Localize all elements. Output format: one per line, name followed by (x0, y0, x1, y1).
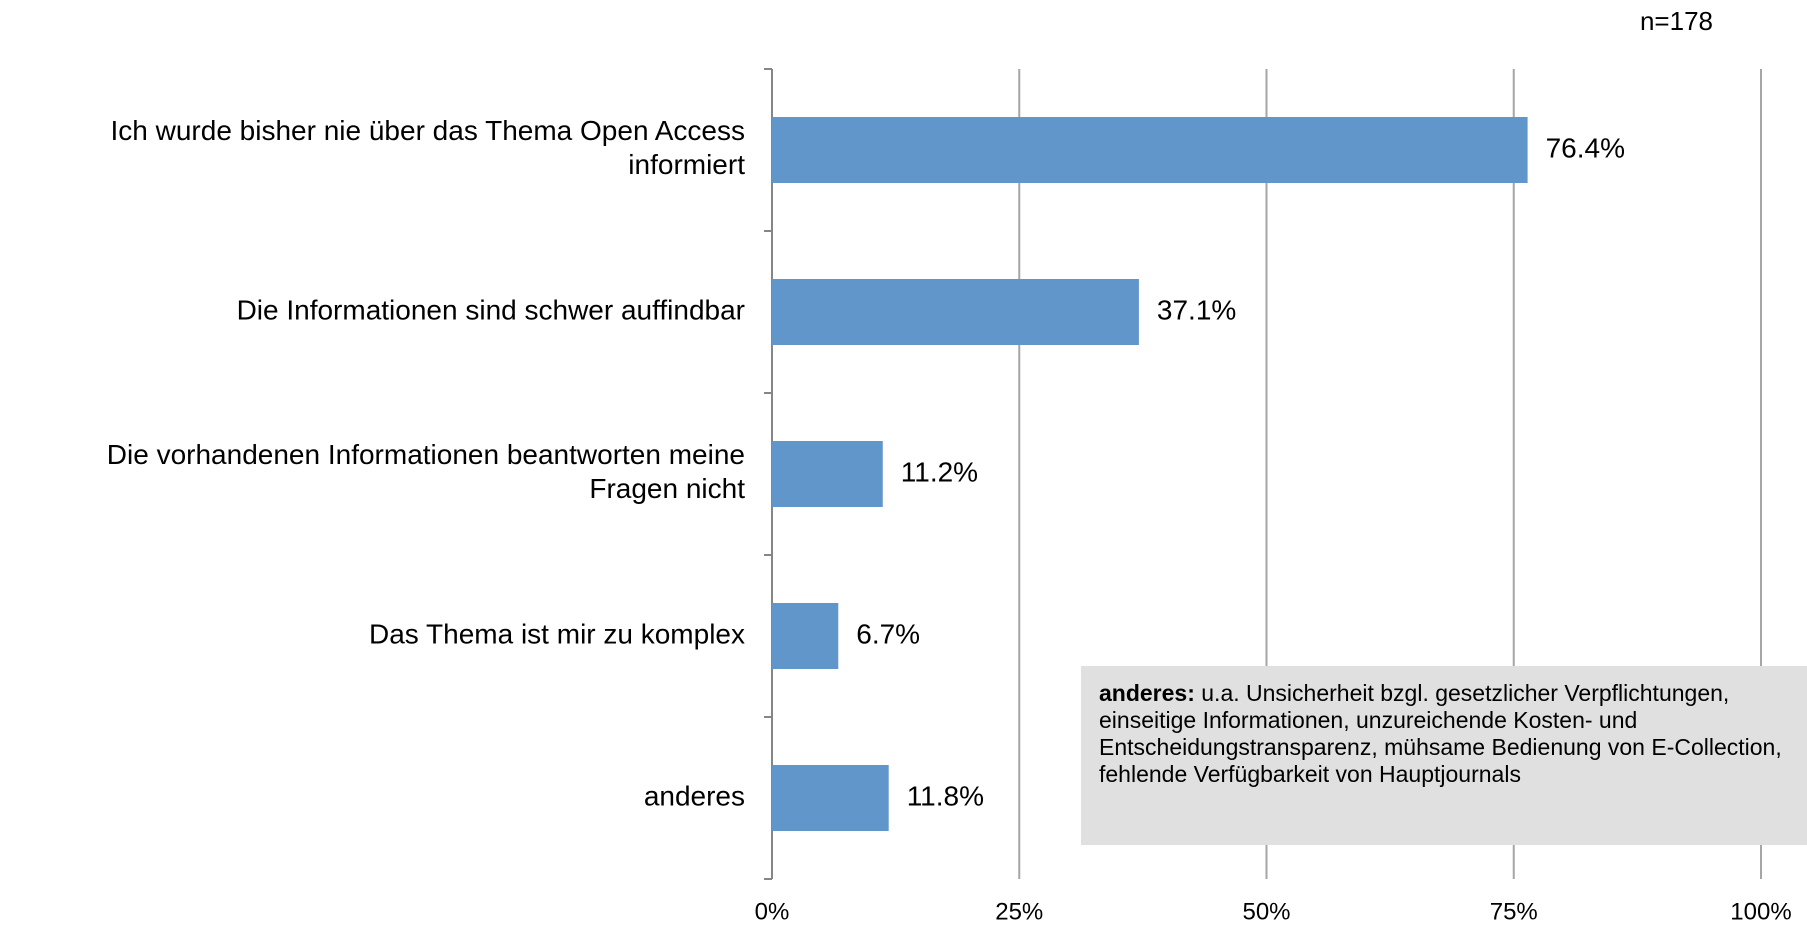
value-label: 76.4% (1546, 132, 1625, 163)
category-label: Die vorhandenen Informationen beantworte… (107, 439, 745, 504)
bar (772, 441, 883, 507)
value-label: 11.2% (901, 456, 978, 487)
value-label: 11.8% (907, 780, 984, 811)
bar (772, 117, 1528, 183)
category-label: Die Informationen sind schwer auffindbar (237, 294, 745, 325)
x-tick-label: 100% (1730, 898, 1791, 925)
bar (772, 765, 889, 831)
category-label: Das Thema ist mir zu komplex (369, 618, 745, 649)
value-label: 6.7% (856, 618, 920, 649)
x-tick-label: 0% (755, 898, 790, 925)
x-tick-label: 50% (1242, 898, 1290, 925)
annotation-text: u.a. Unsicherheit bzgl. gesetzlicher Ver… (1099, 680, 1782, 787)
category-label: Ich wurde bisher nie über das Thema Open… (111, 115, 746, 180)
bar (772, 603, 839, 669)
category-label: anderes (644, 780, 745, 811)
sample-size: n=178 (1640, 6, 1713, 36)
value-label: 37.1% (1157, 294, 1236, 325)
bar (772, 279, 1139, 345)
x-tick-label: 75% (1490, 898, 1538, 925)
x-tick-label: 25% (995, 898, 1043, 925)
annotation-box: anderes: u.a. Unsicherheit bzgl. gesetzl… (1081, 666, 1807, 845)
annotation-term: anderes: (1099, 680, 1195, 706)
